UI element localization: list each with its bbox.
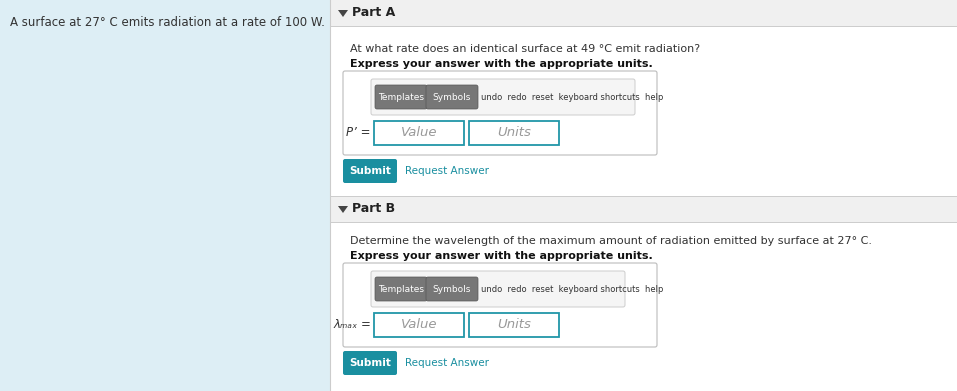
FancyBboxPatch shape xyxy=(374,313,464,337)
Text: Templates: Templates xyxy=(378,93,424,102)
Text: Request Answer: Request Answer xyxy=(405,358,489,368)
FancyBboxPatch shape xyxy=(469,121,559,145)
Text: undo  redo  reset  keyboard shortcuts  help: undo redo reset keyboard shortcuts help xyxy=(481,93,663,102)
Text: A surface at 27° C emits radiation at a rate of 100 W.: A surface at 27° C emits radiation at a … xyxy=(10,16,324,29)
Text: Express your answer with the appropriate units.: Express your answer with the appropriate… xyxy=(350,251,653,261)
FancyBboxPatch shape xyxy=(426,85,478,109)
FancyBboxPatch shape xyxy=(343,159,397,183)
Text: Units: Units xyxy=(497,127,531,140)
FancyBboxPatch shape xyxy=(343,71,657,155)
Text: Symbols: Symbols xyxy=(433,285,471,294)
Text: Symbols: Symbols xyxy=(433,93,471,102)
Polygon shape xyxy=(338,10,348,17)
FancyBboxPatch shape xyxy=(330,0,957,26)
Text: Part A: Part A xyxy=(352,7,395,20)
Text: P’ =: P’ = xyxy=(346,127,371,140)
Text: Request Answer: Request Answer xyxy=(405,166,489,176)
FancyBboxPatch shape xyxy=(330,196,957,222)
FancyBboxPatch shape xyxy=(375,277,427,301)
FancyBboxPatch shape xyxy=(371,79,635,115)
Text: Templates: Templates xyxy=(378,285,424,294)
Text: λₘₐₓ =: λₘₐₓ = xyxy=(333,319,371,332)
Text: Submit: Submit xyxy=(349,358,391,368)
Text: Value: Value xyxy=(401,127,437,140)
FancyBboxPatch shape xyxy=(0,0,330,391)
Text: Submit: Submit xyxy=(349,166,391,176)
FancyBboxPatch shape xyxy=(343,263,657,347)
FancyBboxPatch shape xyxy=(374,121,464,145)
Text: Value: Value xyxy=(401,319,437,332)
FancyBboxPatch shape xyxy=(375,85,427,109)
FancyBboxPatch shape xyxy=(343,351,397,375)
FancyBboxPatch shape xyxy=(469,313,559,337)
FancyBboxPatch shape xyxy=(371,271,625,307)
Text: Determine the wavelength of the maximum amount of radiation emitted by surface a: Determine the wavelength of the maximum … xyxy=(350,236,872,246)
Text: Units: Units xyxy=(497,319,531,332)
Text: Express your answer with the appropriate units.: Express your answer with the appropriate… xyxy=(350,59,653,69)
Text: At what rate does an identical surface at 49 °C emit radiation?: At what rate does an identical surface a… xyxy=(350,44,701,54)
Text: undo  redo  reset  keyboard shortcuts  help: undo redo reset keyboard shortcuts help xyxy=(481,285,663,294)
Text: Part B: Part B xyxy=(352,203,395,215)
FancyBboxPatch shape xyxy=(426,277,478,301)
Polygon shape xyxy=(338,206,348,213)
